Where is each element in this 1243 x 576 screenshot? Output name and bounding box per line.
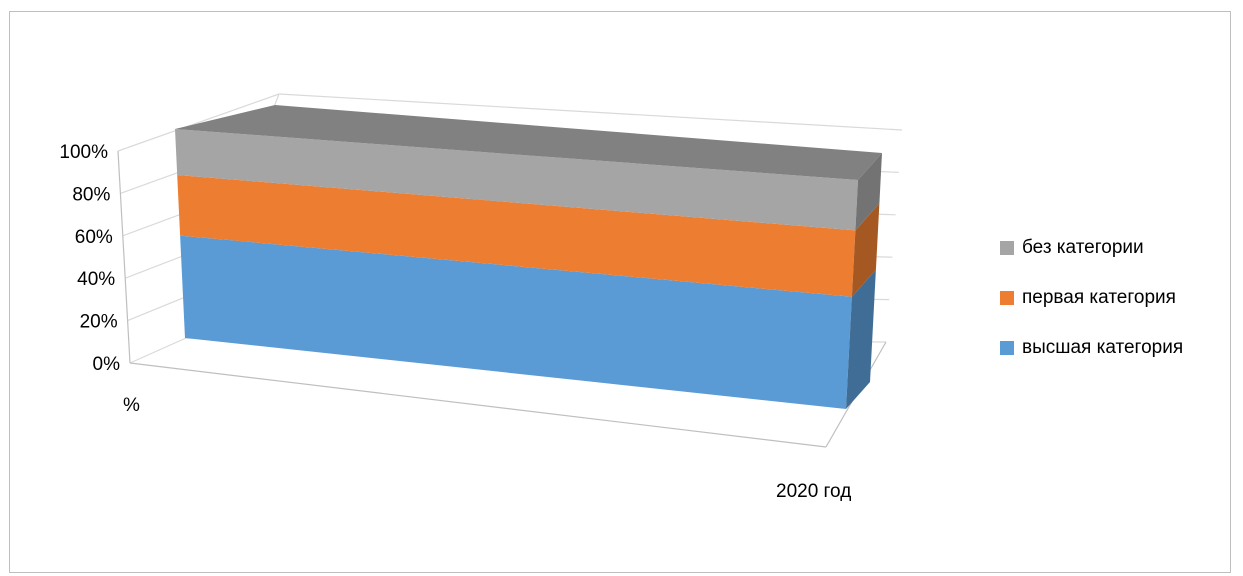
legend-swatch — [1000, 241, 1014, 255]
bar-segment-side — [851, 203, 880, 297]
y-tick-label: 0% — [93, 354, 121, 375]
legend-item: без категории — [1000, 235, 1183, 261]
gridline-left-wall — [129, 337, 187, 364]
legend-label: высшая категория — [1022, 337, 1184, 358]
legend-label: первая категория — [1022, 287, 1176, 308]
y-axis-title: % — [123, 395, 140, 416]
y-tick-label: 20% — [80, 312, 118, 333]
bar-segment-front — [177, 175, 856, 297]
bar-segment-front — [175, 129, 858, 231]
legend-label: без категории — [1022, 237, 1144, 258]
x-category-label: 2020 год — [776, 481, 851, 502]
gridline-back-wall — [278, 93, 903, 131]
chart-axis-labels: 0% 20% 40% 60% 80% 100%% 2020 год — [59, 142, 851, 502]
y-tick-label: 100% — [59, 142, 108, 163]
legend-swatch — [1000, 291, 1014, 305]
x-axis-line — [129, 362, 827, 448]
chart-bars — [175, 105, 882, 409]
legend-swatch — [1000, 341, 1014, 355]
gridline-left-wall — [117, 93, 280, 152]
bar-top — [175, 105, 882, 180]
bar-segment-front — [180, 235, 852, 409]
y-tick-label: 80% — [72, 184, 110, 205]
chart-legend: без категории первая категория высшая кате… — [1000, 235, 1183, 385]
bar-segment-side — [855, 153, 882, 231]
y-tick-label: 40% — [77, 269, 115, 290]
y-axis-line — [117, 150, 131, 364]
y-tick-label: 60% — [75, 227, 113, 248]
legend-item: первая категория — [1000, 285, 1183, 311]
legend-item: высшая категория — [1000, 335, 1183, 361]
bar-segment-side — [846, 269, 876, 409]
